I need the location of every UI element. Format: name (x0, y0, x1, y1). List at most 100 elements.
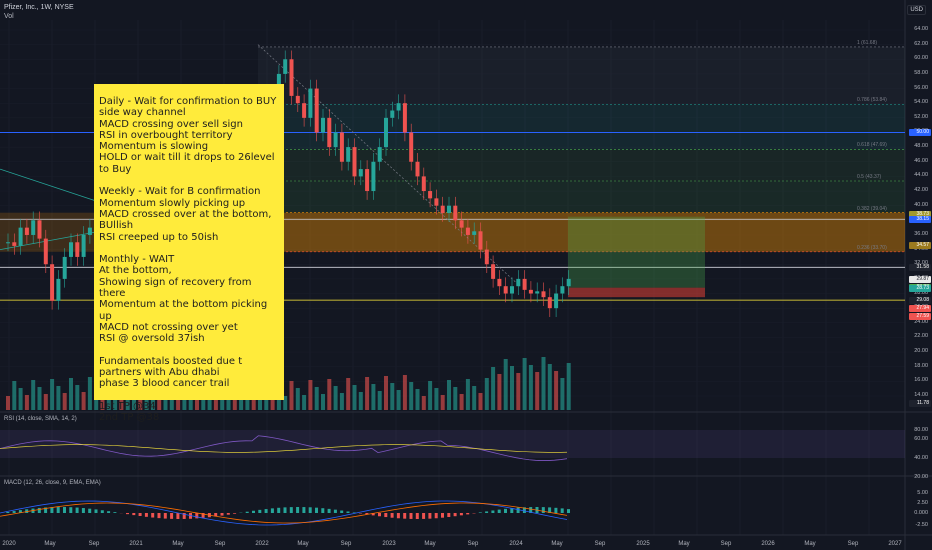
price-axis-label: 40.00 (914, 201, 928, 208)
macd-histogram-bar (56, 507, 60, 513)
volume-bar (491, 367, 496, 410)
macd-histogram-bar (390, 513, 394, 518)
candle-body (18, 227, 23, 246)
candle-body (503, 286, 508, 294)
volume-bar (365, 377, 370, 410)
candle-body (81, 234, 86, 257)
time-axis-label: Sep (340, 541, 352, 547)
macd-histogram-bar (422, 513, 426, 519)
candle-body (302, 103, 307, 118)
fib-zone (258, 181, 905, 213)
price-tag[interactable]: 31.58 (909, 263, 931, 271)
fib-level-label: 0.236 (33.70) (857, 244, 887, 251)
volume-bar (421, 396, 426, 410)
candle-body (321, 117, 325, 133)
time-axis-label: Sep (720, 541, 732, 547)
candle-body (434, 198, 439, 206)
macd-histogram-bar (126, 513, 129, 515)
volume-bar (81, 392, 86, 410)
macd-histogram-bar (233, 513, 237, 514)
volume-bar (447, 380, 451, 410)
volume-bar (535, 372, 540, 410)
price-tag[interactable]: 29.87 (909, 276, 931, 284)
price-tag[interactable]: 34.57 (909, 241, 931, 249)
price-tag[interactable]: 11.78 (909, 399, 931, 407)
candle-body (314, 88, 319, 133)
macd-histogram-bar (403, 513, 407, 519)
volume-bar (528, 365, 533, 410)
volume-bar (308, 380, 313, 410)
macd-histogram-bar (151, 513, 155, 518)
price-tag[interactable]: 27.94 (909, 305, 931, 313)
time-axis-label: Sep (594, 541, 606, 547)
candle-body (415, 161, 420, 177)
price-tag[interactable]: 50.00 (909, 128, 931, 136)
time-axis-label: 2026 (761, 541, 775, 547)
macd-label[interactable]: MACD (12, 26, close, 9, EMA, EMA) (4, 480, 101, 486)
macd-histogram-bar (12, 511, 16, 513)
time-axis-label: 2020 (2, 541, 16, 547)
price-axis-label: 22.00 (914, 333, 928, 340)
volume-bar (43, 394, 48, 410)
volume-bar (503, 359, 508, 410)
macd-histogram-bar (365, 513, 369, 515)
macd-histogram-bar (132, 513, 136, 516)
volume-bar (541, 357, 546, 410)
price-tag[interactable]: 38.15 (909, 215, 931, 223)
symbol-title[interactable]: Pfizer, Inc., 1W, NYSE (4, 4, 74, 11)
rsi-axis-label: 20.00 (914, 474, 928, 480)
volume-bar (371, 384, 376, 410)
price-axis-label: 16.00 (914, 377, 928, 384)
volume-bar (87, 377, 92, 410)
candle-body (295, 95, 300, 104)
macd-histogram-bar (182, 513, 186, 519)
price-axis-label: 32.00 (914, 260, 928, 266)
volume-bar (358, 392, 363, 410)
candle-body (352, 147, 357, 177)
macd-histogram-bar (113, 512, 117, 513)
rsi-ma-line (0, 444, 568, 453)
time-axis-label: Sep (847, 541, 859, 547)
text-note[interactable]: Daily - Wait for confirmation to BUY sid… (94, 84, 284, 423)
macd-histogram-bar (485, 511, 489, 513)
candle-body (528, 289, 533, 294)
candle-body (371, 161, 376, 192)
currency-tag[interactable]: USD (907, 5, 926, 15)
macd-histogram-bar (321, 508, 325, 513)
price-tag[interactable]: 38.73 (909, 211, 931, 219)
volume-label: Vol (4, 13, 14, 20)
price-axis-label: 36.00 (914, 230, 928, 237)
fib-level-label: 1 (61.68) (857, 39, 878, 46)
candle-body (62, 256, 67, 279)
volume-bar (384, 376, 388, 410)
macd-histogram-bar (6, 512, 10, 513)
price-tag[interactable]: 28.73 (909, 284, 931, 292)
volume-bar (390, 383, 395, 410)
volume-bar (295, 388, 300, 410)
volume-bar (100, 391, 105, 410)
macd-line (0, 500, 568, 526)
volume-bar (321, 394, 325, 410)
candle-body (75, 242, 80, 257)
rsi-axis-label: 60.00 (914, 436, 928, 442)
time-axis-label: May (678, 541, 690, 547)
candle-body (516, 278, 521, 287)
price-axis-label: 64.00 (914, 26, 928, 32)
volume-bar (510, 366, 514, 410)
macd-histogram-bar (302, 507, 306, 513)
macd-histogram-bar (327, 508, 331, 513)
macd-histogram-bar (384, 513, 388, 518)
price-tag[interactable]: 27.59 (909, 312, 931, 320)
rsi-label[interactable]: RSI (14, close, SMA, 14, 2) (4, 416, 77, 422)
fib-level-label: 0.786 (53.84) (857, 97, 887, 104)
price-tag[interactable]: 29.08 (909, 296, 931, 304)
candle-body (421, 176, 426, 192)
volume-bar (24, 395, 29, 410)
candle-body (384, 117, 388, 148)
volume-bar (547, 364, 552, 410)
macd-axis-label: 0.000 (914, 510, 928, 516)
macd-histogram-bar (453, 513, 457, 517)
time-axis-label: Sep (214, 541, 226, 547)
